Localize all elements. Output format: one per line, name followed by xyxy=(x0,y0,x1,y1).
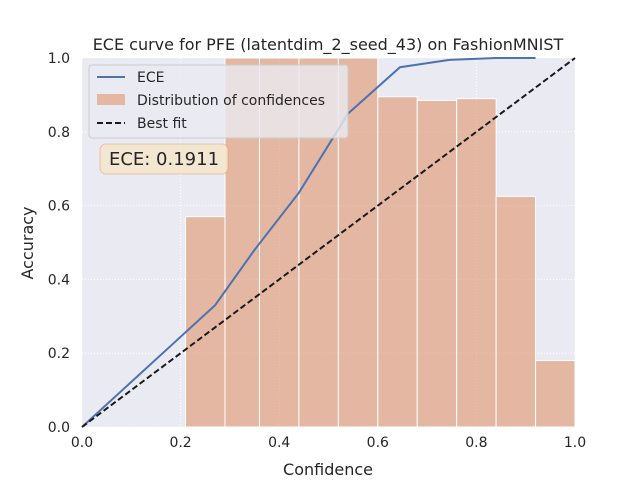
histogram-bar xyxy=(416,99,458,428)
legend: ECE Distribution of confidences Best fit xyxy=(88,64,349,139)
x-tick-label: 0.6 xyxy=(367,435,389,451)
ece-annotation-box xyxy=(99,143,229,175)
y-tick-label: 1.0 xyxy=(48,51,70,67)
y-axis-ticks: 0.0 0.2 0.4 0.6 0.8 1.0 xyxy=(48,51,70,436)
x-axis-ticks: 0.0 0.2 0.4 0.6 0.8 1.0 xyxy=(71,435,586,451)
legend-ece-label: ECE xyxy=(137,70,164,86)
x-tick-label: 0.8 xyxy=(465,435,487,451)
legend-best-fit-label: Best fit xyxy=(137,116,187,132)
y-axis-label: Accuracy xyxy=(18,206,37,279)
ece-annotation-text: ECE: 0.1911 xyxy=(109,149,219,170)
y-tick-label: 0.0 xyxy=(48,420,70,436)
y-tick-label: 0.8 xyxy=(48,125,70,141)
histogram-bar xyxy=(495,195,537,428)
x-tick-label: 1.0 xyxy=(564,435,586,451)
histogram-bar xyxy=(337,57,379,428)
histogram-bar xyxy=(456,98,497,428)
histogram-bar xyxy=(185,216,226,428)
y-tick-label: 0.4 xyxy=(48,272,70,288)
x-tick-label: 0.4 xyxy=(268,435,290,451)
legend-box xyxy=(88,64,349,139)
histogram-bar xyxy=(535,360,576,428)
ece-line xyxy=(81,57,536,428)
x-axis-label: Confidence xyxy=(283,460,373,479)
y-tick-label: 0.6 xyxy=(48,199,70,215)
x-tick-label: 0.0 xyxy=(71,435,93,451)
legend-histogram-label: Distribution of confidences xyxy=(137,93,325,109)
chart-title: ECE curve for PFE (latentdim_2_seed_43) … xyxy=(93,35,564,55)
y-tick-label: 0.2 xyxy=(48,346,70,362)
plot-lines xyxy=(81,57,576,428)
best-fit-line xyxy=(81,57,576,428)
ece-annotation: ECE: 0.1911 xyxy=(99,143,229,175)
legend-histogram-swatch xyxy=(97,94,125,105)
x-tick-label: 0.2 xyxy=(169,435,191,451)
histogram-bar xyxy=(377,96,418,428)
